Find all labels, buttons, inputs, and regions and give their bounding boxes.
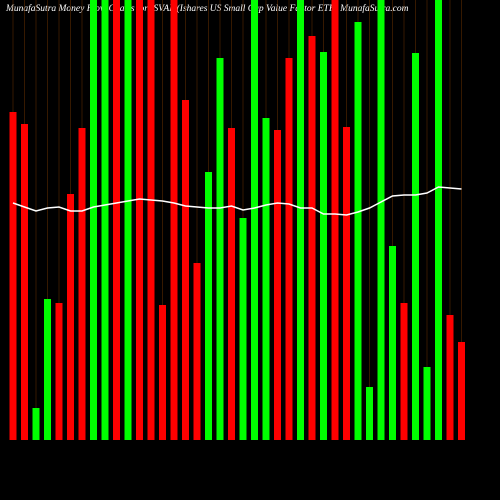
bar — [308, 36, 316, 440]
bar — [44, 299, 51, 440]
bar — [446, 315, 454, 440]
bar — [412, 53, 419, 440]
bar — [147, 0, 155, 440]
bar — [32, 408, 40, 440]
bar — [124, 0, 132, 440]
bar — [90, 0, 97, 440]
bar — [67, 194, 74, 440]
bar — [343, 127, 350, 440]
bar — [251, 0, 258, 440]
bar — [354, 22, 362, 440]
chart-title: MunafaSutra Money Flow Charts for ISVAL … — [5, 3, 409, 14]
bar — [113, 0, 120, 440]
bar — [400, 303, 408, 440]
bar — [182, 100, 189, 440]
bar — [228, 128, 235, 440]
bar — [435, 0, 442, 440]
bar — [274, 130, 281, 440]
bar — [377, 0, 385, 440]
bar — [216, 58, 224, 440]
bar — [285, 58, 293, 440]
bar — [78, 128, 86, 440]
line — [12, 186, 462, 216]
bar — [331, 0, 339, 440]
bar — [193, 263, 201, 440]
bar — [101, 0, 109, 440]
bar — [239, 218, 247, 440]
bar — [55, 303, 63, 440]
bar — [159, 305, 166, 440]
bar — [366, 387, 373, 440]
bar — [21, 124, 28, 440]
bar — [136, 0, 143, 440]
bar — [205, 172, 212, 440]
bar — [262, 118, 270, 440]
bar — [389, 246, 396, 440]
bar — [458, 342, 465, 440]
bar — [320, 52, 327, 440]
bar — [9, 112, 17, 440]
bar — [297, 0, 304, 440]
bar — [170, 0, 178, 440]
bar — [423, 367, 431, 440]
